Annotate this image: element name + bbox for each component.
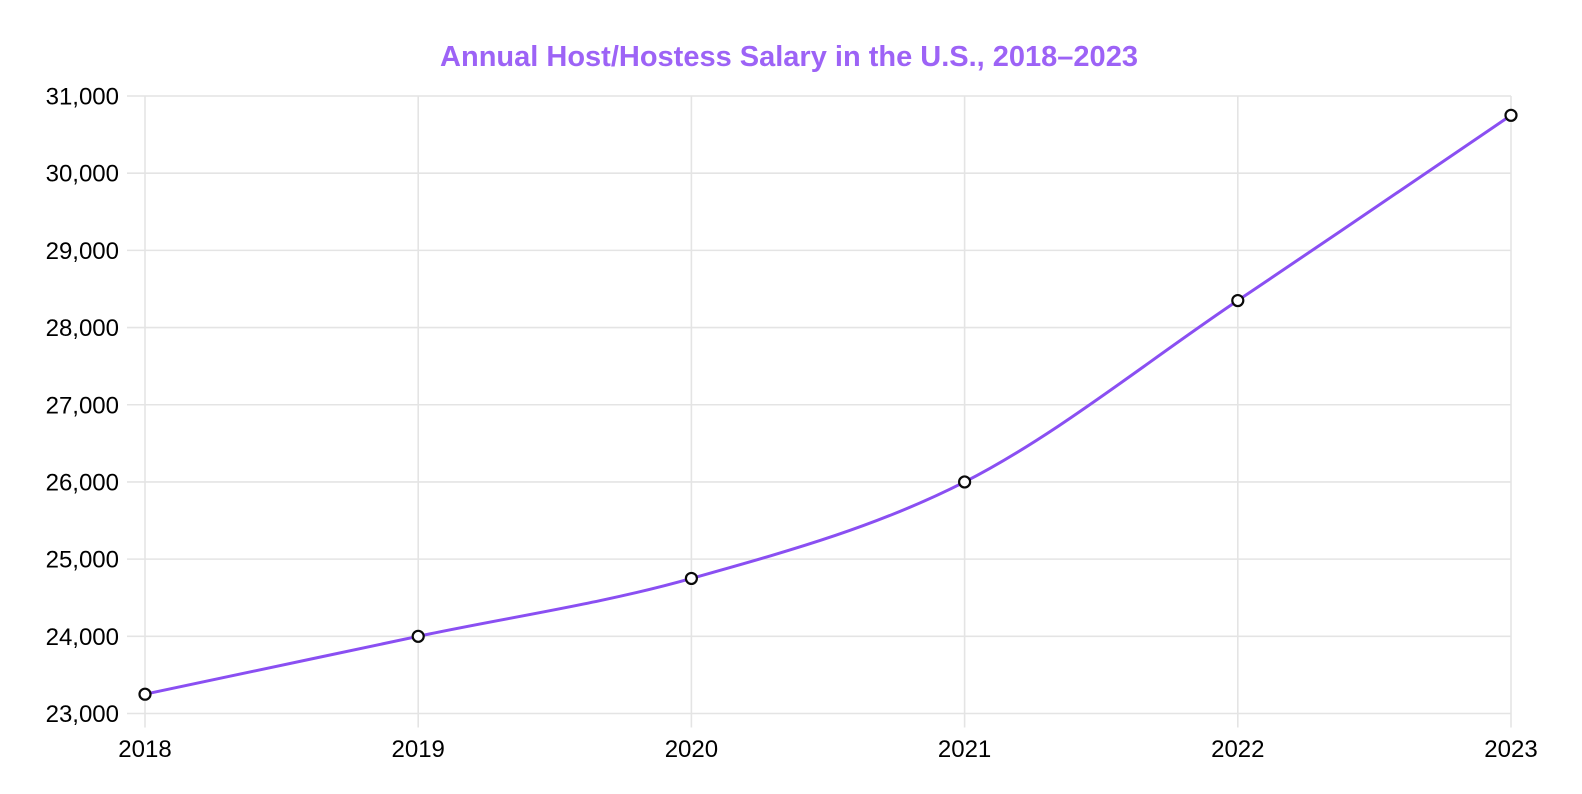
y-tick-label: 28,000 — [46, 315, 119, 342]
y-tick-label: 23,000 — [46, 701, 119, 728]
salary-line — [143, 113, 1513, 696]
data-point-2018 — [138, 687, 152, 701]
data-point-2020 — [684, 571, 699, 586]
x-tick-label: 2018 — [118, 736, 171, 763]
data-point-2022 — [1231, 293, 1245, 308]
y-tick-label: 29,000 — [46, 238, 119, 265]
x-tick-label: 2021 — [938, 736, 991, 763]
y-tick-label: 27,000 — [46, 392, 119, 419]
chart-title: Annual Host/Hostess Salary in the U.S., … — [440, 41, 1138, 73]
grid-layer — [127, 95, 1512, 728]
y-tick-label: 30,000 — [46, 161, 119, 188]
data-point-2019 — [411, 629, 425, 643]
y-tick-label: 26,000 — [46, 469, 119, 496]
x-tick-label: 2023 — [1484, 736, 1537, 763]
x-tick-label: 2022 — [1211, 736, 1264, 763]
axis-label-layer: 23,000 24,000 25,000 26,000 27,000 28,000 29,0… — [46, 84, 1538, 764]
data-point-2021 — [957, 475, 972, 489]
y-tick-label: 25,000 — [46, 547, 119, 574]
data-point-2023 — [1504, 108, 1518, 122]
y-tick-label: 31,000 — [46, 84, 119, 111]
y-tick-label: 24,000 — [46, 624, 119, 651]
x-tick-label: 2020 — [665, 736, 718, 763]
series-layer — [138, 108, 1518, 701]
x-tick-label: 2019 — [392, 736, 445, 763]
